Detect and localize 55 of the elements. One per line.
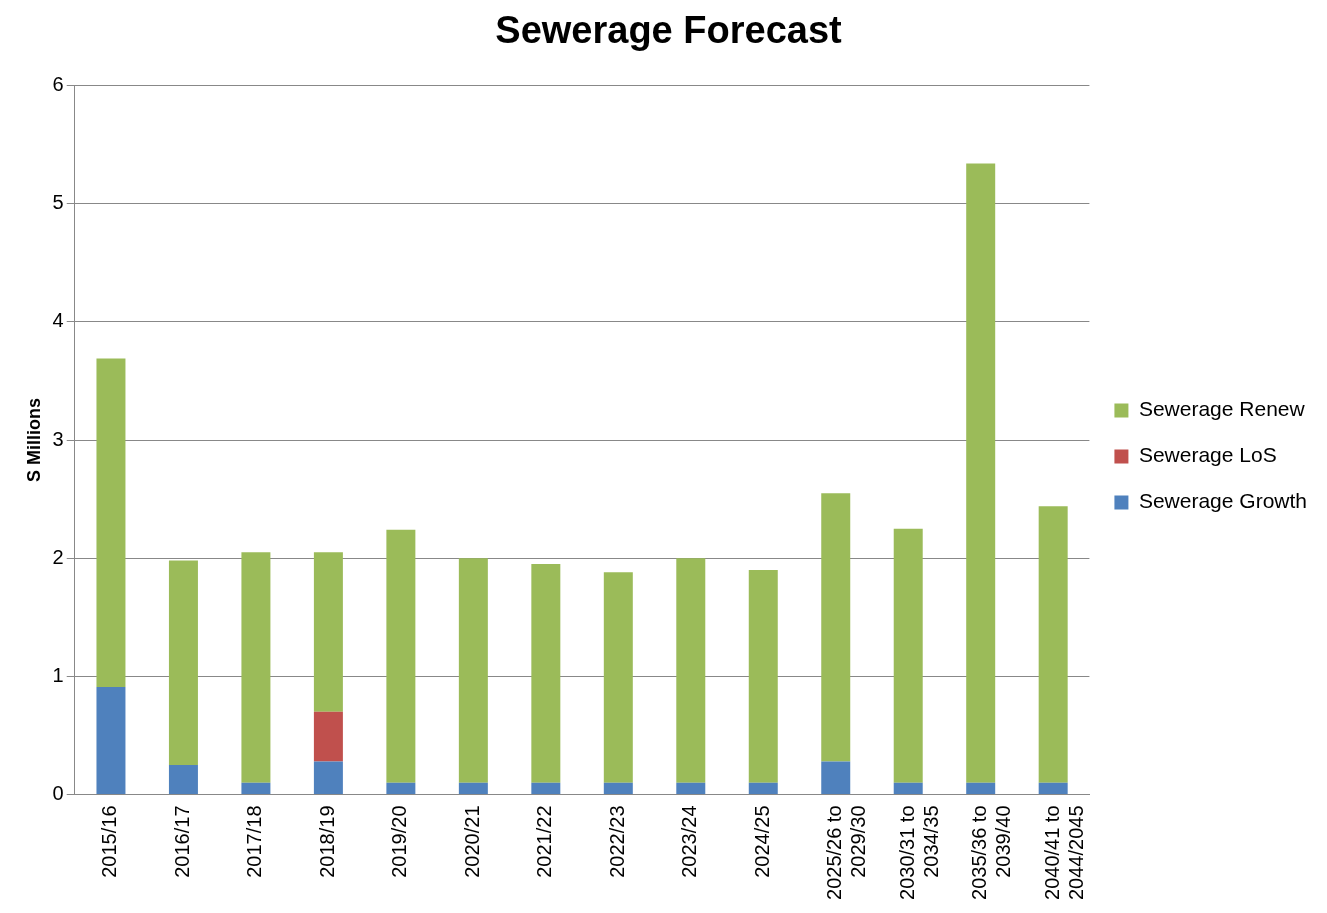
y-tick-label: 5 <box>52 191 64 214</box>
bar <box>168 764 198 794</box>
legend-label: Sewerage Renew <box>1138 397 1306 421</box>
y-axis-title: S Millions <box>23 398 44 483</box>
x-tick-label: 2015/16 <box>98 805 121 878</box>
x-tick-label: 2016/17 <box>170 805 193 878</box>
y-tick-label: 0 <box>52 781 64 804</box>
bar <box>676 558 706 783</box>
bar <box>458 558 488 783</box>
legend-label: Sewerage Growth <box>1138 489 1308 513</box>
legend-label: Sewerage LoS <box>1138 443 1277 467</box>
bar <box>241 552 271 783</box>
bar <box>748 569 778 783</box>
bar <box>241 782 271 794</box>
bar <box>821 761 851 794</box>
bar <box>603 572 633 783</box>
bar <box>821 493 851 762</box>
x-tick-label: 2040/41 to 2044/2045 <box>1040 805 1087 901</box>
x-tick-label: 2020/21 <box>460 805 483 878</box>
x-tick-label: 2018/19 <box>315 805 338 878</box>
bar <box>313 552 343 712</box>
bar <box>313 711 343 762</box>
x-tick-label: 2023/24 <box>678 805 701 878</box>
bar <box>748 782 778 794</box>
x-tick-label: 2022/23 <box>605 805 628 878</box>
bar <box>966 163 996 783</box>
bar <box>1038 506 1068 783</box>
y-tick-label: 3 <box>52 427 64 450</box>
x-tick-label: 2019/20 <box>388 805 411 878</box>
y-tick-label: 6 <box>52 73 64 96</box>
x-tick-label: 2017/18 <box>243 805 266 878</box>
bar <box>893 782 923 794</box>
x-tick-label: 2025/26 to 2029/30 <box>823 805 870 900</box>
bar <box>313 761 343 794</box>
bar <box>676 782 706 794</box>
bar <box>96 358 126 687</box>
x-tick-label: 2024/25 <box>750 805 773 878</box>
bar <box>966 782 996 794</box>
bar <box>1038 782 1068 794</box>
bar <box>96 686 126 794</box>
y-tick-label: 4 <box>52 309 64 332</box>
bar <box>531 564 561 783</box>
bar <box>458 782 488 794</box>
bar <box>893 528 923 783</box>
bar <box>603 782 633 794</box>
x-tick-label: 2021/22 <box>533 805 556 878</box>
bar <box>386 782 416 794</box>
x-tick-label: 2030/31 to 2034/35 <box>895 805 942 900</box>
bar <box>531 782 561 794</box>
chart-title: Sewerage Forecast <box>495 9 843 52</box>
bar <box>168 560 198 765</box>
y-tick-label: 2 <box>52 545 64 568</box>
x-tick-label: 2035/36 to 2039/40 <box>968 805 1015 900</box>
bar <box>386 529 416 783</box>
y-tick-label: 1 <box>52 663 64 686</box>
